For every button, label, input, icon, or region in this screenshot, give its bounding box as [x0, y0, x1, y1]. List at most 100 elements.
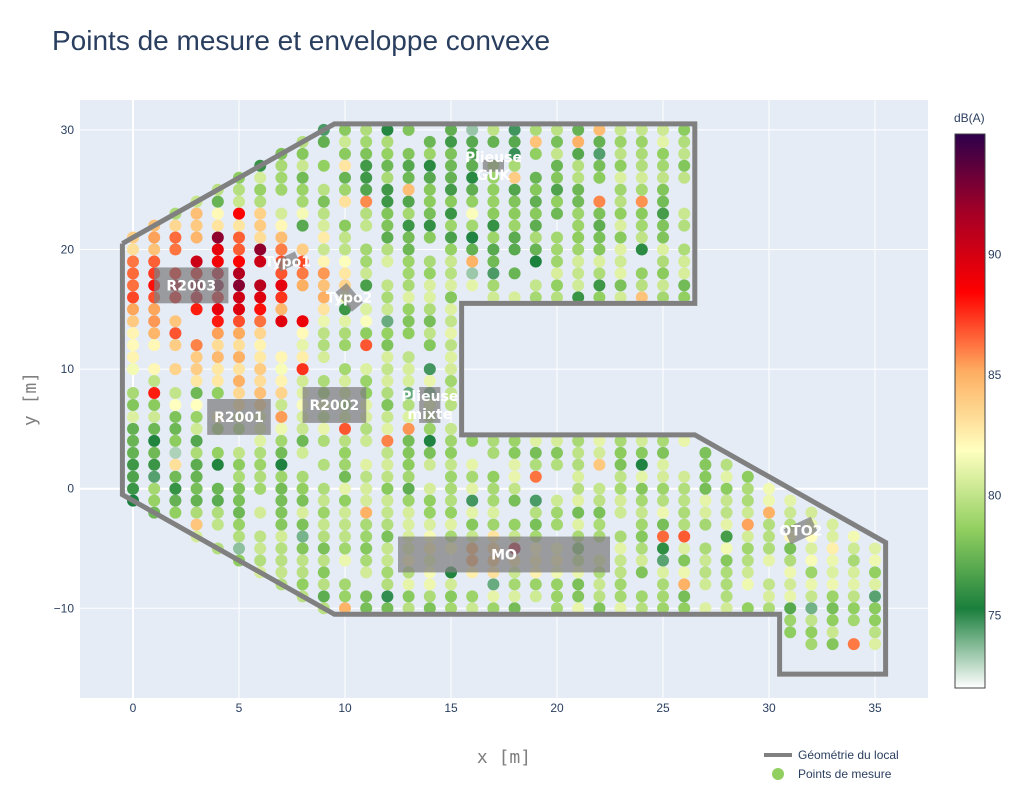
measurement-point	[614, 602, 627, 615]
measurement-point	[275, 171, 288, 184]
measurement-point	[233, 375, 245, 388]
measurement-point	[233, 387, 245, 400]
measurement-point	[508, 183, 521, 196]
measurement-point	[678, 554, 691, 567]
measurement-point	[190, 482, 203, 495]
measurement-point	[381, 566, 394, 579]
measurement-point	[190, 506, 203, 519]
measurement-point	[381, 147, 394, 160]
measurement-point	[572, 470, 585, 483]
measurement-point	[551, 207, 563, 220]
measurement-point	[657, 207, 669, 220]
measurement-point	[360, 470, 373, 483]
measurement-point	[614, 590, 627, 603]
measurement-point	[593, 195, 606, 208]
measurement-point	[254, 255, 267, 268]
measurement-point	[127, 279, 139, 292]
measurement-point	[339, 578, 351, 591]
measurement-point	[254, 207, 267, 220]
measurement-point	[423, 446, 436, 459]
measurement-point	[381, 518, 394, 531]
measurement-point	[233, 303, 245, 316]
measurement-point	[614, 207, 627, 220]
measurement-point	[211, 351, 224, 364]
measurement-point	[360, 506, 373, 519]
measurement-point	[614, 494, 627, 507]
measurement-point	[148, 303, 161, 316]
measurement-point	[508, 590, 521, 603]
measurement-point	[466, 183, 479, 196]
measurement-point	[741, 578, 754, 591]
measurement-point	[508, 147, 521, 160]
measurement-point	[360, 518, 373, 531]
measurement-point	[678, 602, 691, 615]
measurement-point	[148, 231, 161, 244]
measurement-point	[635, 434, 648, 447]
measurement-point	[635, 159, 648, 172]
measurement-point	[275, 315, 288, 328]
measurement-point	[826, 578, 839, 591]
measurement-point	[635, 279, 648, 292]
measurement-point	[360, 159, 373, 172]
measurement-point	[233, 279, 245, 292]
measurement-point	[445, 494, 457, 507]
measurement-point	[402, 315, 415, 328]
measurement-point	[381, 506, 394, 519]
zone	[335, 282, 363, 312]
measurement-point	[296, 470, 309, 483]
measurement-point	[445, 398, 457, 411]
measurement-point	[699, 566, 712, 579]
measurement-point	[763, 506, 775, 519]
measurement-point	[254, 327, 267, 340]
measurement-point	[275, 363, 288, 376]
measurement-point	[657, 135, 669, 148]
measurement-point	[211, 315, 224, 328]
measurement-point	[233, 219, 245, 232]
zone-label: R2002	[310, 398, 360, 414]
zone-box	[419, 387, 441, 423]
measurement-point	[381, 219, 394, 232]
measurement-point	[869, 566, 881, 579]
measurement-point	[360, 255, 373, 268]
zone-box	[154, 267, 229, 304]
measurement-point	[381, 446, 394, 459]
measurement-point	[445, 195, 457, 208]
measurement-point	[317, 578, 330, 591]
measurement-point	[275, 398, 288, 411]
measurement-point	[360, 171, 373, 184]
measurement-point	[275, 279, 288, 292]
measurement-point	[360, 267, 373, 280]
zone	[419, 387, 441, 423]
measurement-point	[402, 159, 415, 172]
measurement-point	[317, 530, 330, 543]
measurement-point	[529, 255, 542, 268]
measurement-point	[445, 159, 457, 172]
measurement-point	[169, 482, 182, 495]
measurement-point	[296, 363, 309, 376]
measurement-point	[275, 231, 288, 244]
measurement-point	[445, 315, 457, 328]
measurement-point	[402, 123, 415, 136]
measurement-point	[657, 554, 669, 567]
measurement-point	[402, 602, 415, 615]
measurement-point	[127, 243, 139, 256]
measurement-point	[826, 602, 839, 615]
measurement-point	[551, 578, 563, 591]
zone	[783, 516, 818, 545]
measurement-point	[402, 363, 415, 376]
measurement-point	[254, 243, 267, 256]
measurement-point	[127, 255, 139, 268]
measurement-point	[720, 506, 733, 519]
measurement-point	[275, 183, 288, 196]
measurement-point	[317, 375, 330, 388]
measurement-point	[487, 267, 500, 280]
measurement-point	[339, 159, 351, 172]
measurement-point	[317, 518, 330, 531]
zone	[207, 399, 271, 435]
measurement-point	[211, 506, 224, 519]
measurement-point	[741, 602, 754, 615]
measurement-point	[360, 123, 373, 136]
measurement-point	[360, 183, 373, 196]
measurement-point	[211, 243, 224, 256]
y-tick-label: 0	[67, 482, 74, 496]
